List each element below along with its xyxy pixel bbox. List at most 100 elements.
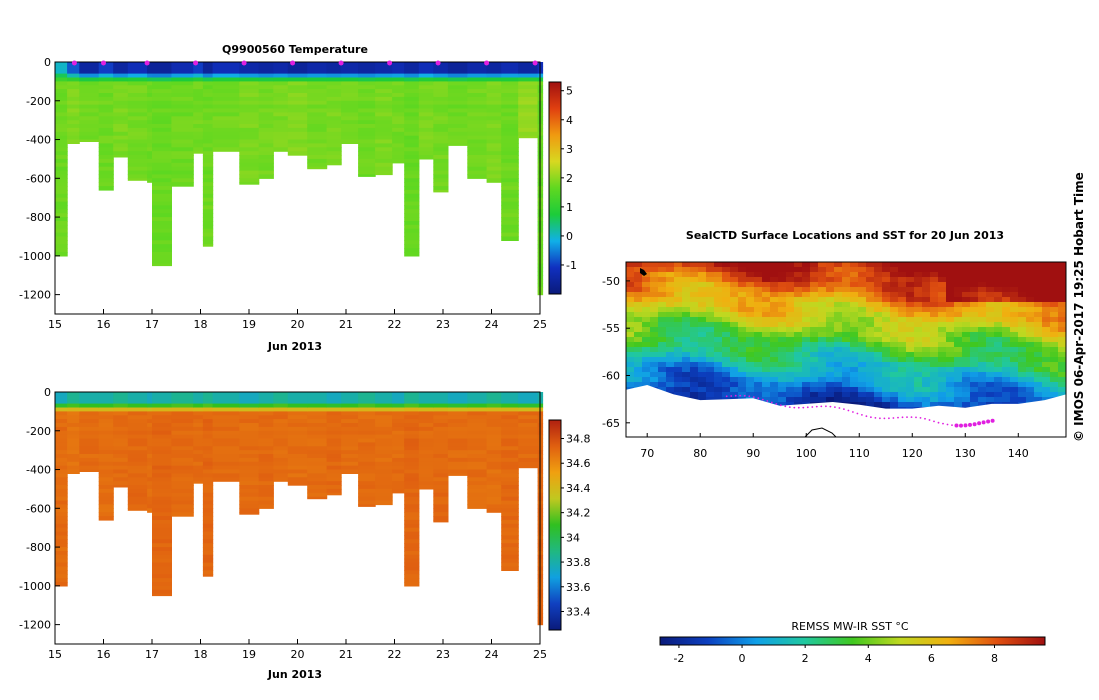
section-cell <box>113 454 129 459</box>
section-cell <box>55 477 68 482</box>
sst-cell <box>874 282 883 288</box>
sst-cell <box>626 297 635 303</box>
sst-cell <box>842 352 851 358</box>
track-point <box>861 414 863 416</box>
sst-cell <box>1010 372 1019 378</box>
track-point <box>784 405 787 408</box>
sst-cell <box>906 372 915 378</box>
sst-cell <box>826 367 835 373</box>
section-cell <box>171 158 194 164</box>
sst-cell <box>1018 332 1027 338</box>
sst-cell <box>770 347 779 353</box>
section-cell <box>341 457 359 463</box>
sst-cell <box>762 397 771 403</box>
section-cell <box>467 155 488 160</box>
section-cell <box>447 438 468 443</box>
section-cell <box>433 519 449 523</box>
sst-cell <box>898 402 907 408</box>
section-cell <box>79 127 100 133</box>
sst-cell <box>978 347 987 353</box>
section-cell <box>79 65 100 71</box>
sst-cell <box>914 347 923 353</box>
section-cell <box>273 461 289 467</box>
sst-cell <box>882 297 891 303</box>
sst-cell <box>754 262 763 268</box>
sst-cell <box>666 372 675 378</box>
section-cell <box>273 450 289 455</box>
sst-cell <box>642 297 651 303</box>
sst-cell <box>738 387 747 393</box>
track-point <box>761 398 764 401</box>
section-cell <box>307 465 328 471</box>
section-cell <box>418 104 434 110</box>
section-cell <box>147 485 153 490</box>
sst-cell <box>650 367 659 373</box>
section-cell <box>127 423 148 428</box>
section-cell <box>307 65 328 71</box>
sst-cell <box>842 317 851 323</box>
section-cell <box>358 477 376 482</box>
sst-cell <box>714 287 723 293</box>
sst-cell <box>1042 377 1051 383</box>
section-cell <box>501 62 519 67</box>
sst-cell <box>730 272 739 278</box>
sst-cell <box>962 302 971 308</box>
section-cell <box>273 147 289 152</box>
section-cell <box>375 485 393 490</box>
section-cell <box>98 182 114 187</box>
section-cell <box>55 166 68 172</box>
section-cell <box>55 189 68 195</box>
sst-cell <box>690 357 699 363</box>
sst-cell <box>746 347 755 353</box>
sst-cell <box>978 297 987 303</box>
sst-cell <box>722 352 731 358</box>
section-cell <box>55 527 68 533</box>
section-cell <box>147 446 153 451</box>
sst-cell <box>922 287 931 293</box>
section-cell <box>258 430 274 436</box>
sst-cell <box>1042 262 1051 268</box>
section-cell <box>152 151 172 156</box>
section-cell <box>152 551 172 556</box>
section-cell <box>486 477 502 482</box>
section-cell <box>404 488 420 494</box>
sst-cell <box>970 322 979 328</box>
section-cell <box>98 108 114 113</box>
section-cell <box>79 426 100 432</box>
sst-cell <box>834 272 843 278</box>
section-cell <box>404 578 420 583</box>
sst-cell <box>850 282 859 288</box>
section-cell <box>98 512 114 517</box>
section-cell <box>467 403 488 409</box>
salinity-y-axis: 0-200-400-600-800-1000-1200 <box>19 386 60 632</box>
section-cell <box>113 403 129 409</box>
sst-cell <box>746 357 755 363</box>
sst-cell <box>754 302 763 308</box>
section-cell <box>152 578 172 583</box>
sst-cell <box>698 332 707 338</box>
sst-cell <box>634 347 643 353</box>
sst-cell <box>882 312 891 318</box>
section-cell <box>258 438 274 443</box>
section-cell <box>287 96 308 102</box>
section-cell <box>375 139 393 144</box>
section-cell <box>113 100 129 106</box>
x-tick-label: 24 <box>485 648 499 661</box>
section-cell <box>418 81 434 86</box>
section-cell <box>404 85 420 90</box>
section-cell <box>392 124 405 129</box>
sst-cell <box>938 272 947 278</box>
section-cell <box>307 104 328 110</box>
sst-cell <box>818 317 827 323</box>
section-cell <box>375 62 393 67</box>
sst-cell <box>818 287 827 293</box>
section-cell <box>392 415 405 420</box>
sst-cell <box>762 332 771 338</box>
section-cell <box>171 162 194 168</box>
sst-cell <box>850 312 859 318</box>
section-cell <box>67 73 80 79</box>
sst-cell <box>714 387 723 393</box>
sst-cell <box>642 312 651 318</box>
sst-cell <box>762 392 771 398</box>
section-cell <box>287 434 308 440</box>
